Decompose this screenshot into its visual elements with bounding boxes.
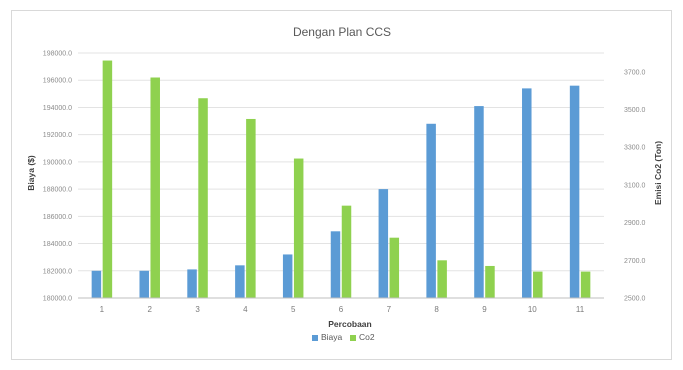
y-axis-right: 2500.0 2700.0 2900.0 3100.0 3300.0 3500.0 3700… bbox=[624, 69, 646, 302]
bar-co2 bbox=[437, 260, 447, 298]
bar-biaya bbox=[426, 123, 436, 299]
bar-co2 bbox=[485, 265, 495, 298]
legend: Biaya Co2 bbox=[312, 332, 375, 342]
y-tick-label: 184000.0 bbox=[43, 241, 72, 248]
x-axis-label: Percobaan bbox=[328, 319, 371, 329]
y-tick-label: 194000.0 bbox=[43, 105, 72, 112]
bar-biaya bbox=[235, 265, 245, 298]
x-tick-label: 11 bbox=[576, 305, 585, 314]
y2-tick-label: 3100.0 bbox=[624, 182, 646, 189]
gridlines bbox=[78, 52, 604, 299]
chart-frame: Dengan Plan CCS 180000.0 182000.0 184000.0… bbox=[11, 10, 672, 360]
bar-biaya bbox=[187, 269, 197, 298]
bar-biaya bbox=[139, 270, 149, 298]
bar-biaya bbox=[330, 231, 341, 298]
chart: Dengan Plan CCS 180000.0 182000.0 184000.0… bbox=[26, 25, 663, 342]
x-tick-label: 7 bbox=[387, 305, 392, 314]
x-tick-label: 8 bbox=[434, 305, 439, 314]
x-tick-label: 10 bbox=[528, 305, 537, 314]
bar-co2 bbox=[246, 118, 256, 298]
bar-co2 bbox=[198, 98, 208, 298]
y2-tick-label: 3500.0 bbox=[624, 107, 646, 114]
bar-co2 bbox=[293, 158, 304, 298]
bar-biaya bbox=[474, 106, 484, 298]
x-tick-label: 4 bbox=[243, 305, 248, 314]
bar-biaya bbox=[282, 254, 293, 298]
y-tick-label: 190000.0 bbox=[43, 159, 72, 166]
y-tick-label: 180000.0 bbox=[43, 296, 72, 303]
bar-co2 bbox=[533, 271, 543, 298]
legend-swatch bbox=[350, 335, 356, 341]
bar-biaya bbox=[378, 189, 389, 298]
y-tick-label: 192000.0 bbox=[43, 132, 72, 139]
y2-axis-label: Emisi Co2 (Ton) bbox=[653, 141, 663, 205]
x-tick-label: 1 bbox=[100, 305, 105, 314]
bar-co2 bbox=[389, 237, 400, 298]
bar-co2 bbox=[150, 77, 160, 298]
y2-tick-label: 2900.0 bbox=[624, 220, 646, 227]
chart-title: Dengan Plan CCS bbox=[293, 25, 391, 39]
y-axis-label: Biaya ($) bbox=[26, 155, 36, 191]
y2-tick-label: 2500.0 bbox=[624, 296, 646, 303]
x-tick-label: 3 bbox=[195, 305, 200, 314]
y-tick-label: 186000.0 bbox=[43, 214, 72, 221]
bar-biaya bbox=[522, 88, 532, 298]
bar-biaya bbox=[91, 270, 102, 298]
bar-co2 bbox=[102, 60, 113, 299]
bars bbox=[91, 60, 591, 299]
legend-label: Co2 bbox=[359, 332, 375, 342]
x-tick-label: 5 bbox=[291, 305, 296, 314]
bar-co2 bbox=[341, 205, 352, 298]
y-axis-left: 180000.0 182000.0 184000.0 186000.0 188000.0… bbox=[43, 51, 72, 303]
y-tick-label: 182000.0 bbox=[43, 268, 72, 275]
y-tick-label: 198000.0 bbox=[43, 51, 72, 58]
x-tick-label: 2 bbox=[148, 305, 153, 314]
legend-label: Biaya bbox=[321, 332, 343, 342]
x-axis: 1 2 3 4 5 6 7 8 9 10 11 bbox=[78, 297, 604, 314]
x-tick-label: 6 bbox=[339, 305, 344, 314]
y2-tick-label: 3300.0 bbox=[624, 145, 646, 152]
y-tick-label: 188000.0 bbox=[43, 187, 72, 194]
legend-swatch bbox=[312, 335, 318, 341]
y2-tick-label: 3700.0 bbox=[624, 69, 646, 76]
x-tick-label: 9 bbox=[482, 305, 487, 314]
bar-biaya bbox=[569, 85, 580, 299]
y2-tick-label: 2700.0 bbox=[624, 258, 646, 265]
y-tick-label: 196000.0 bbox=[43, 78, 72, 85]
bar-co2 bbox=[580, 271, 591, 298]
